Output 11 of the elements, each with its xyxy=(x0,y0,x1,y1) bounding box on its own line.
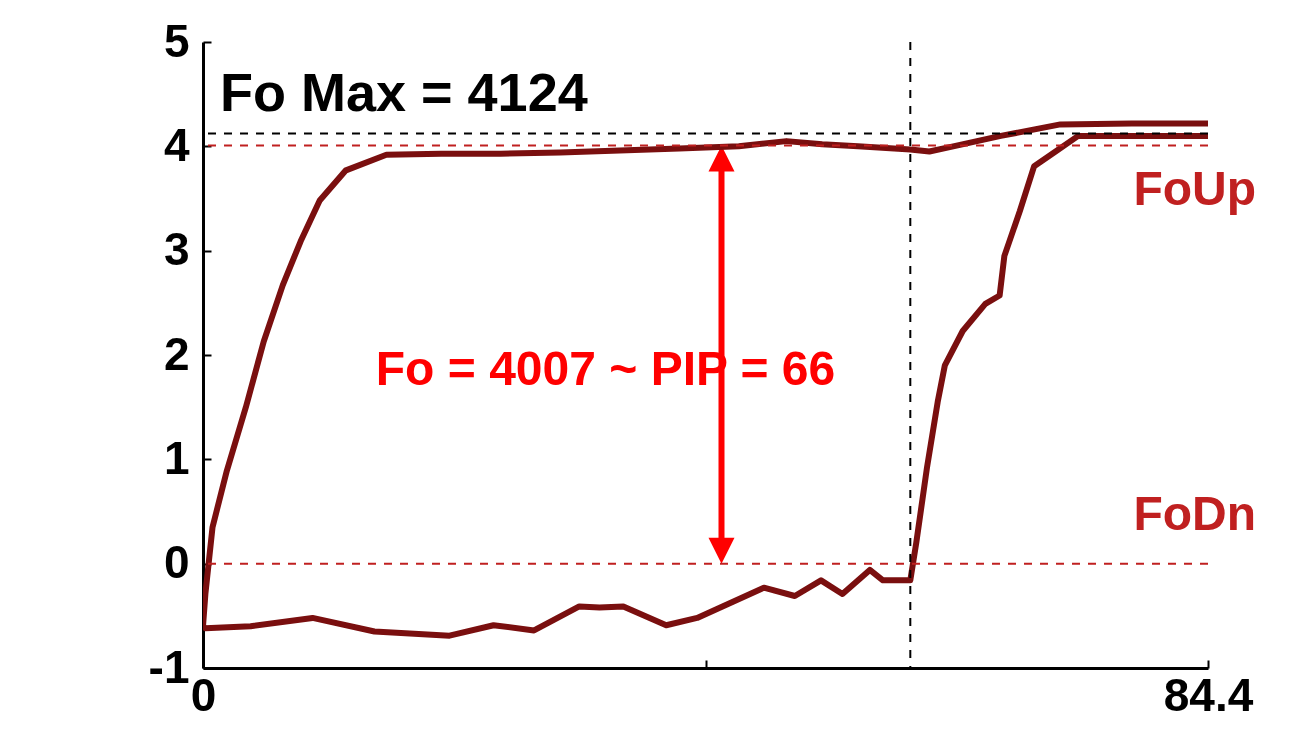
ref-line-label: FoDn xyxy=(1133,486,1256,540)
y-tick-label: 2 xyxy=(163,327,190,380)
y-tick-label: 5 xyxy=(163,14,190,67)
ref-line-label: FoUp xyxy=(1133,161,1256,215)
ref-line-label: Fo Max = 4124 xyxy=(220,62,588,123)
x-tick-label: 84.4 xyxy=(1163,668,1254,721)
y-tick-label: 4 xyxy=(163,118,190,171)
y-tick-label: 1 xyxy=(163,431,190,484)
y-tick-label: -1 xyxy=(148,640,190,693)
y-tick-label: 0 xyxy=(163,536,190,589)
y-tick-label: 3 xyxy=(163,223,190,276)
